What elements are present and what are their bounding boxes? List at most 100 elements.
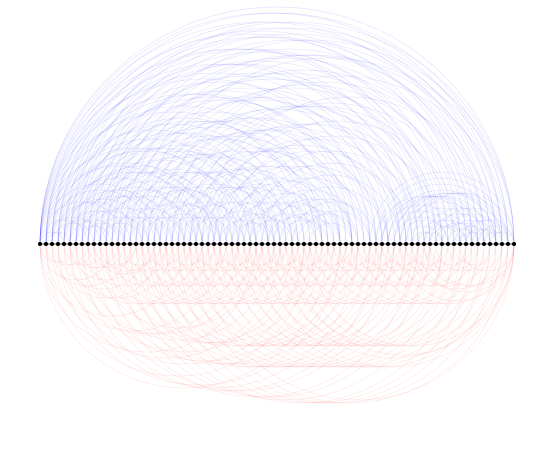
top-arc-14	[39, 219, 89, 245]
bottom-arc-154	[363, 243, 419, 272]
top-arc-191	[267, 198, 359, 245]
top-arc-91	[105, 39, 515, 245]
bottom-arc-167	[141, 243, 185, 266]
top-arc-19	[45, 72, 389, 245]
bottom-arc-33	[111, 243, 353, 365]
top-arc-200	[297, 213, 359, 245]
node-78	[506, 242, 510, 246]
top-arc-168	[213, 165, 371, 245]
bottom-arc-160	[435, 243, 491, 272]
node-27	[200, 242, 204, 246]
top-arc-20	[45, 105, 323, 245]
top-arc-66	[81, 33, 503, 245]
node-77	[500, 242, 504, 246]
top-arc-116	[129, 216, 185, 245]
bottom-arc-27	[99, 243, 221, 305]
top-arc-224	[405, 192, 509, 245]
node-6	[74, 242, 78, 246]
top-arc-164	[207, 138, 419, 245]
top-arc-1	[39, 12, 503, 245]
bottom-arc-88	[255, 243, 377, 305]
bottom-arc-127	[39, 243, 77, 263]
top-arc-114	[129, 156, 305, 245]
top-arc-138	[165, 105, 443, 245]
bottom-arc-117	[375, 243, 497, 305]
bottom-arc-8	[51, 243, 281, 359]
top-arc-163	[201, 216, 257, 245]
node-58	[386, 242, 390, 246]
top-arc-103	[117, 117, 371, 245]
top-arc-43	[63, 36, 479, 245]
top-arc-115	[129, 189, 239, 245]
bottom-arc-155	[375, 243, 431, 272]
top-arc-152	[183, 201, 269, 245]
bottom-arc-5	[45, 243, 221, 332]
top-arc-195	[279, 198, 371, 245]
bottom-arc-20	[81, 243, 275, 341]
bottom-arc-129	[63, 243, 107, 266]
bottom-arc-96	[279, 243, 401, 305]
bottom-arc-170	[213, 243, 257, 266]
node-24	[182, 242, 186, 246]
top-arc-92	[105, 78, 437, 245]
bottom-arc-158	[411, 243, 467, 272]
bottom-arc-119	[387, 243, 509, 305]
top-arc-101	[111, 207, 185, 245]
bottom-arc-111	[339, 243, 461, 305]
top-arc-74	[87, 72, 431, 245]
node-13	[116, 242, 120, 246]
bottom-arc-104	[303, 243, 425, 305]
top-arc-239	[447, 228, 479, 245]
bottom-arc-47	[147, 243, 269, 305]
top-arc-71	[81, 195, 179, 245]
top-arc-162	[201, 183, 323, 245]
top-arc-150	[183, 123, 425, 245]
top-arc-194	[273, 213, 335, 245]
node-8	[86, 242, 90, 246]
top-arc-219	[417, 231, 443, 245]
top-arc-52	[69, 90, 377, 245]
bottom-arc-115	[363, 243, 485, 305]
top-arc-34	[51, 222, 95, 245]
bottom-arc-63	[183, 243, 431, 368]
bottom-arc-90	[261, 243, 347, 287]
node-28	[206, 242, 210, 246]
node-67	[440, 242, 444, 246]
bottom-arc-133	[111, 243, 167, 272]
top-arc-29	[51, 93, 353, 245]
bottom-arc-55	[165, 243, 371, 347]
bottom-arc-110	[333, 243, 419, 287]
bottom-arc-51	[153, 243, 473, 404]
top-arc-225	[387, 195, 485, 245]
top-arc-214	[387, 210, 455, 245]
top-arc-175	[225, 213, 287, 245]
top-arc-201	[303, 210, 371, 245]
node-14	[122, 242, 126, 246]
bottom-arc-37	[123, 243, 245, 305]
bottom-arc-11	[57, 243, 341, 386]
top-arc-21	[45, 138, 257, 245]
top-arc-135	[159, 129, 389, 245]
top-arc-37	[57, 81, 383, 245]
bottom-arc-57	[171, 243, 293, 305]
node-0	[38, 242, 42, 246]
top-arc-154	[189, 147, 383, 245]
node-26	[194, 242, 198, 246]
node-18	[146, 242, 150, 246]
top-arc-242	[465, 228, 497, 245]
top-arc-46	[63, 132, 287, 245]
top-arc-146	[177, 105, 455, 245]
top-arc-97	[111, 54, 491, 245]
top-arc-108	[123, 96, 419, 245]
top-arc-169	[213, 201, 299, 245]
node-41	[284, 242, 288, 246]
node-50	[338, 242, 342, 246]
top-arc-56	[69, 195, 167, 245]
top-arc-102	[117, 72, 461, 245]
bottom-arc-95	[273, 243, 479, 347]
top-arc-104	[117, 153, 299, 245]
node-46	[314, 242, 318, 246]
top-arc-60	[75, 99, 365, 245]
top-arc-131	[153, 147, 347, 245]
bottom-arc-128	[51, 243, 95, 266]
